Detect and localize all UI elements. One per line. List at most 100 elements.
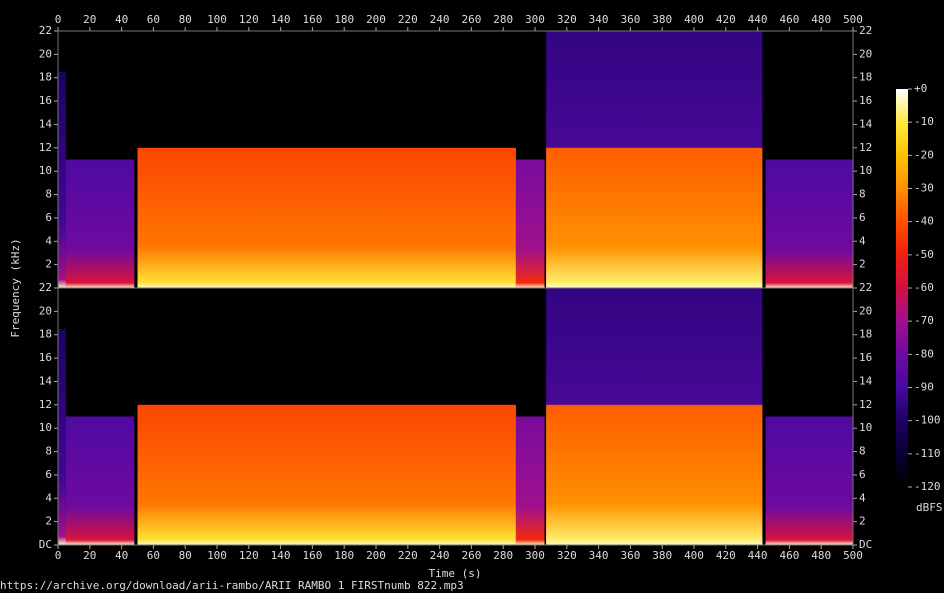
spectrum-segment bbox=[58, 71, 66, 289]
y-tick-label: 8 bbox=[859, 188, 866, 201]
y-tick-label: 14 bbox=[859, 117, 873, 130]
x-tick-label: 20 bbox=[83, 13, 96, 26]
y-tick-label: 18 bbox=[859, 328, 872, 341]
x-tick-label: 280 bbox=[493, 13, 513, 26]
y-tick-label: 16 bbox=[859, 94, 872, 107]
colorbar-tick-label: -40 bbox=[914, 215, 934, 228]
x-axis-label: Time (s) bbox=[429, 567, 482, 580]
y-tick-label: 16 bbox=[39, 351, 52, 364]
colorbar-tick-label: -50 bbox=[914, 248, 934, 261]
y-tick-label: DC bbox=[859, 538, 872, 551]
spectrum-segment bbox=[58, 328, 66, 545]
colorbar-tick-label: -60 bbox=[914, 281, 934, 294]
footer: https://archive.org/download/arii-rambo/… bbox=[0, 579, 464, 592]
x-tick-label: 20 bbox=[83, 549, 96, 562]
x-tick-label: 300 bbox=[525, 13, 545, 26]
y-tick-label: 18 bbox=[39, 328, 52, 341]
x-tick-label: 320 bbox=[557, 549, 577, 562]
spectrum-segment bbox=[765, 416, 853, 545]
x-tick-label: 140 bbox=[271, 549, 291, 562]
x-tick-label: 320 bbox=[557, 13, 577, 26]
y-tick-label: 10 bbox=[39, 421, 52, 434]
x-tick-label: 400 bbox=[684, 13, 704, 26]
x-tick-label: 220 bbox=[398, 549, 418, 562]
x-tick-label: 400 bbox=[684, 549, 704, 562]
y-tick-label: 12 bbox=[39, 398, 52, 411]
y-tick-label: 2 bbox=[45, 515, 52, 528]
y-tick-label: 20 bbox=[859, 304, 872, 317]
x-tick-label: 440 bbox=[748, 549, 768, 562]
x-tick-label: 60 bbox=[147, 549, 160, 562]
colorbar-tick-label: -30 bbox=[914, 182, 934, 195]
y-tick-label: 22 bbox=[859, 281, 872, 294]
x-tick-label: 420 bbox=[716, 549, 736, 562]
y-tick-label: 12 bbox=[859, 398, 872, 411]
x-tick-label: 40 bbox=[115, 549, 128, 562]
y-tick-label: 20 bbox=[39, 47, 52, 60]
x-tick-label: 200 bbox=[366, 13, 386, 26]
x-tick-label: 140 bbox=[271, 13, 291, 26]
y-tick-label: 4 bbox=[859, 491, 866, 504]
y-tick-label: 6 bbox=[859, 211, 866, 224]
y-tick-label: 12 bbox=[859, 141, 872, 154]
y-tick-label: 20 bbox=[39, 304, 52, 317]
x-tick-label: 360 bbox=[620, 549, 640, 562]
colorbar-tick-label: -10 bbox=[914, 115, 934, 128]
x-tick-label: 240 bbox=[430, 13, 450, 26]
y-tick-label: DC bbox=[39, 538, 52, 551]
x-tick-label: 260 bbox=[461, 13, 481, 26]
x-tick-label: 180 bbox=[334, 549, 354, 562]
y-tick-label: 4 bbox=[45, 234, 52, 247]
y-axis-label: Frequency (kHz) bbox=[9, 238, 22, 337]
x-tick-label: 160 bbox=[302, 13, 322, 26]
x-tick-label: 500 bbox=[843, 13, 863, 26]
y-tick-label: 18 bbox=[859, 71, 872, 84]
x-tick-label: 200 bbox=[366, 549, 386, 562]
y-tick-label: 4 bbox=[859, 234, 866, 247]
spectrum-segment bbox=[137, 147, 516, 288]
y-tick-label: 4 bbox=[45, 491, 52, 504]
x-tick-label: 340 bbox=[589, 549, 609, 562]
x-tick-label: 360 bbox=[620, 13, 640, 26]
spectrum-segment bbox=[546, 404, 763, 545]
spectrum-segment bbox=[137, 404, 516, 545]
y-tick-label: 16 bbox=[39, 94, 52, 107]
x-tick-label: 180 bbox=[334, 13, 354, 26]
x-tick-label: 380 bbox=[652, 13, 672, 26]
y-tick-label: 18 bbox=[39, 71, 52, 84]
colorbar-tick-label: -90 bbox=[914, 381, 934, 394]
y-tick-label: 2 bbox=[859, 515, 866, 528]
y-tick-label: 22 bbox=[39, 24, 52, 37]
x-tick-label: 460 bbox=[779, 13, 799, 26]
x-tick-label: 240 bbox=[430, 549, 450, 562]
x-tick-label: 160 bbox=[302, 549, 322, 562]
plot-frame bbox=[57, 287, 854, 546]
x-tick-label: 300 bbox=[525, 549, 545, 562]
x-tick-label: 120 bbox=[239, 13, 259, 26]
x-tick-label: 60 bbox=[147, 13, 160, 26]
x-tick-label: 40 bbox=[115, 13, 128, 26]
x-tick-label: 420 bbox=[716, 13, 736, 26]
y-tick-label: 12 bbox=[39, 141, 52, 154]
y-tick-label: 22 bbox=[39, 281, 52, 294]
y-tick-label: 8 bbox=[859, 445, 866, 458]
spectrum-segment bbox=[65, 416, 135, 545]
y-tick-label: 6 bbox=[45, 468, 52, 481]
x-tick-label: 80 bbox=[179, 13, 192, 26]
spectrum-segment bbox=[515, 159, 545, 288]
x-tick-label: 0 bbox=[55, 13, 62, 26]
colorbar-tick-label: +0 bbox=[914, 82, 927, 95]
colorbar-tick-label: -70 bbox=[914, 314, 934, 327]
y-tick-label: 2 bbox=[45, 258, 52, 271]
spectrum-segment bbox=[515, 416, 545, 545]
y-tick-label: 8 bbox=[45, 445, 52, 458]
colorbar-label: dBFS bbox=[916, 501, 943, 514]
spectrum-segment bbox=[546, 147, 763, 288]
x-tick-label: 220 bbox=[398, 13, 418, 26]
colorbar-tick-label: -20 bbox=[914, 148, 934, 161]
x-tick-label: 380 bbox=[652, 549, 672, 562]
x-tick-label: 460 bbox=[779, 549, 799, 562]
x-tick-label: 100 bbox=[207, 549, 227, 562]
